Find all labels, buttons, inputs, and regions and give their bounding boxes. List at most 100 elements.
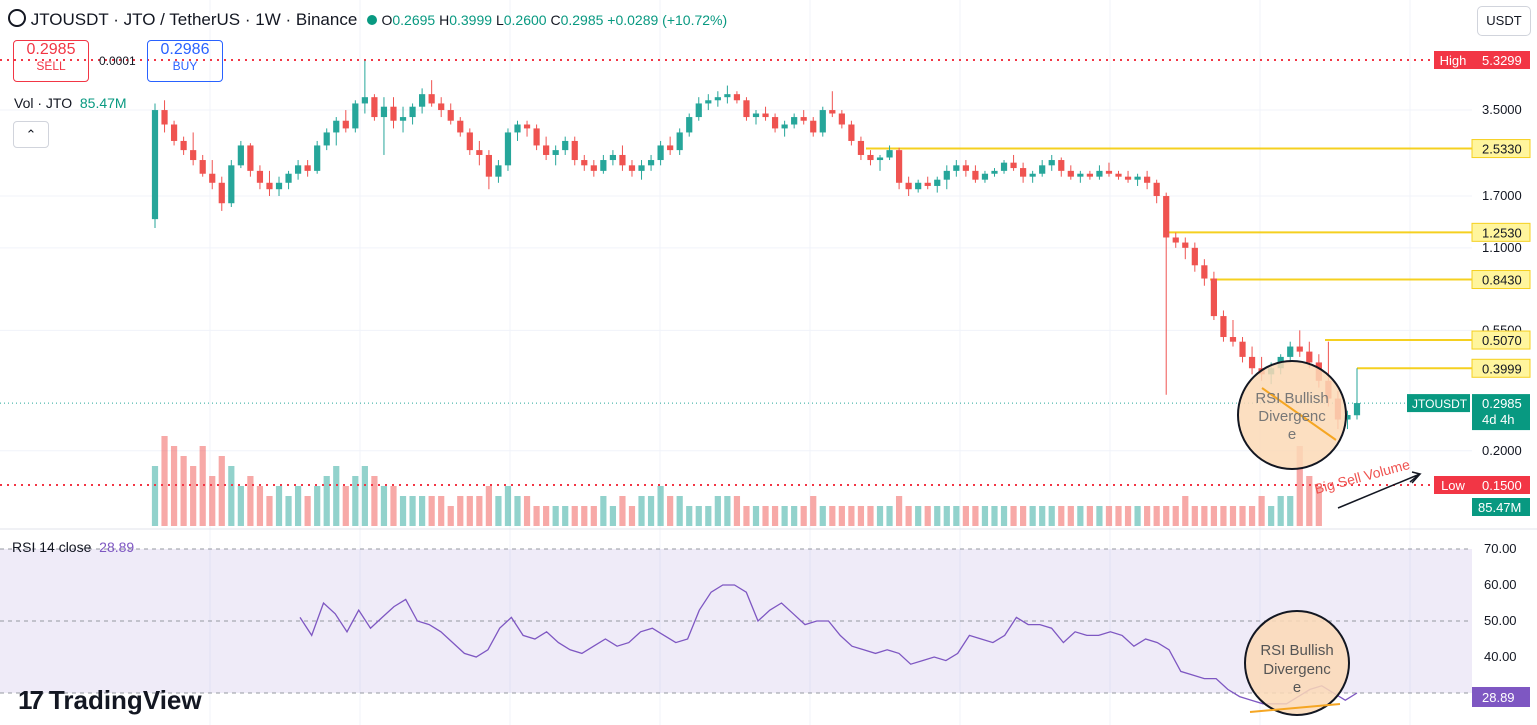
candle-body xyxy=(1115,173,1122,177)
volume-bar xyxy=(724,496,731,526)
volume-bar xyxy=(1039,506,1046,526)
symbol-title[interactable]: JTOUSDT · JTO / TetherUS · 1W · Binance xyxy=(30,10,358,29)
candle-body xyxy=(638,165,645,171)
candle-body xyxy=(523,124,531,129)
candle-body xyxy=(1010,162,1017,169)
volume-bar xyxy=(1182,496,1189,526)
volume-bar xyxy=(1315,486,1322,526)
candle-body xyxy=(476,150,483,155)
candle-body xyxy=(810,120,817,133)
resistance-tag-text: 0.5070 xyxy=(1482,333,1522,348)
volume-bar xyxy=(743,506,750,526)
candle-body xyxy=(228,165,235,204)
volume-bar xyxy=(895,496,903,526)
volume-bar xyxy=(495,496,502,526)
candle-body xyxy=(905,182,912,190)
volume-bar xyxy=(981,506,989,526)
volume-value-tag-text: 85.47M xyxy=(1478,500,1521,515)
rsi-divergence-text: Divergenc xyxy=(1263,661,1331,678)
candle-body xyxy=(724,94,731,98)
volume-bar xyxy=(1144,506,1151,526)
resistance-tag-text: 2.5330 xyxy=(1482,142,1522,157)
resistance-tag-text: 1.2530 xyxy=(1482,225,1522,240)
volume-bar xyxy=(180,456,187,526)
candle-body xyxy=(1306,351,1313,363)
volume-bar xyxy=(934,506,941,526)
rsi-divergence-text: e xyxy=(1293,679,1301,696)
candle-body xyxy=(628,165,636,171)
volume-value-tag xyxy=(1472,498,1530,516)
candle-body xyxy=(1287,346,1294,357)
candle-body xyxy=(676,132,683,151)
volume-bar xyxy=(876,506,884,526)
volume-bar xyxy=(504,486,512,526)
candle-body xyxy=(953,165,960,171)
candle-body xyxy=(1096,170,1103,177)
high-low-price-tag xyxy=(1472,51,1530,69)
candle-body xyxy=(1020,168,1027,177)
buy-price: 0.2986 xyxy=(160,41,210,58)
close-value: 0.2985 xyxy=(560,12,604,28)
volume-bar xyxy=(323,476,330,526)
sell-price: 0.2985 xyxy=(26,41,76,58)
candle-body xyxy=(457,120,464,133)
volume-bar xyxy=(1134,506,1141,526)
candle-body xyxy=(466,132,473,151)
candle-body xyxy=(275,182,283,190)
sell-button[interactable]: 0.2985 SELL xyxy=(13,40,89,82)
candle-body xyxy=(256,170,264,183)
volume-bar xyxy=(1163,506,1170,526)
volume-bar xyxy=(1124,506,1132,526)
volume-bar xyxy=(552,506,559,526)
candle-body xyxy=(562,140,569,151)
currency-button[interactable]: USDT xyxy=(1477,6,1531,36)
rsi-divergence-circle xyxy=(1244,610,1350,716)
volume-bar xyxy=(533,506,540,526)
tradingview-logo[interactable]: 17 TradingView xyxy=(18,685,202,716)
volume-bar xyxy=(266,496,273,526)
volume-bar xyxy=(419,496,426,526)
high-low-tag-label: High xyxy=(1440,53,1467,68)
candle-body xyxy=(1029,173,1036,177)
candle-body xyxy=(1191,247,1198,266)
symbol-tag xyxy=(1407,394,1470,413)
candle-body xyxy=(1039,165,1046,174)
candle-body xyxy=(314,145,321,171)
buy-button[interactable]: 0.2986 BUY xyxy=(147,40,223,82)
volume-bar xyxy=(762,506,769,526)
candle-body xyxy=(924,182,931,186)
candle-body xyxy=(209,173,216,183)
candle-body xyxy=(1182,242,1189,248)
rsi-legend: RSI 14 close 28.89 xyxy=(12,539,134,555)
candle-body xyxy=(791,117,798,125)
volume-bar xyxy=(695,506,702,526)
candle-body xyxy=(752,113,760,118)
volume-value: 85.47M xyxy=(79,95,127,111)
resistance-tag xyxy=(1471,270,1531,290)
candle-body xyxy=(361,97,368,104)
open-value: 0.2695 xyxy=(392,12,436,28)
candle-body xyxy=(380,106,388,118)
current-price-text: 0.2985 xyxy=(1482,396,1522,411)
volume-bar xyxy=(752,506,760,526)
candle-body xyxy=(1344,415,1351,420)
volume-bar xyxy=(609,506,617,526)
candle-body xyxy=(247,145,254,171)
tradingview-logo-icon: 17 xyxy=(18,685,44,715)
symbol-tag-text: JTOUSDT xyxy=(1412,397,1468,411)
collapse-legend-button[interactable]: ⌃ xyxy=(13,121,49,148)
chevron-up-icon: ⌃ xyxy=(25,127,37,142)
resistance-tag-text: 0.3999 xyxy=(1482,361,1522,376)
volume-bar xyxy=(791,506,798,526)
candle-body xyxy=(190,150,197,161)
candle-body xyxy=(838,113,845,125)
volume-bar xyxy=(800,506,807,526)
price-divergence-text: RSI Bullish xyxy=(1255,390,1328,407)
candle-body xyxy=(581,160,588,166)
countdown-text: 4d 4h xyxy=(1482,412,1515,427)
volume-bar xyxy=(571,506,578,526)
candle-body xyxy=(609,154,617,161)
candle-body xyxy=(886,150,893,158)
candle-body xyxy=(762,113,769,118)
